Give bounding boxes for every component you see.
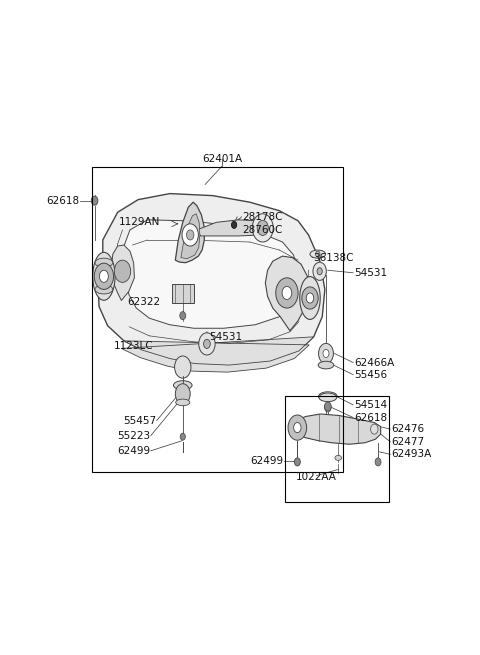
Circle shape bbox=[319, 343, 334, 364]
Text: 28760C: 28760C bbox=[242, 225, 283, 235]
Circle shape bbox=[315, 251, 320, 257]
Polygon shape bbox=[175, 202, 204, 263]
Ellipse shape bbox=[173, 381, 192, 390]
Circle shape bbox=[180, 312, 186, 320]
Text: 1129AN: 1129AN bbox=[119, 217, 160, 227]
Circle shape bbox=[180, 433, 185, 440]
Circle shape bbox=[306, 293, 314, 303]
Circle shape bbox=[204, 339, 210, 348]
Circle shape bbox=[294, 422, 301, 433]
Polygon shape bbox=[197, 220, 269, 236]
Polygon shape bbox=[292, 414, 381, 444]
Text: 55456: 55456 bbox=[354, 369, 387, 380]
Polygon shape bbox=[121, 337, 314, 372]
Polygon shape bbox=[111, 245, 134, 301]
Circle shape bbox=[231, 221, 237, 229]
Circle shape bbox=[323, 349, 329, 358]
Text: 28178C: 28178C bbox=[242, 212, 283, 222]
Polygon shape bbox=[98, 194, 325, 365]
Ellipse shape bbox=[310, 250, 325, 258]
Circle shape bbox=[371, 424, 378, 434]
Circle shape bbox=[186, 230, 194, 240]
Ellipse shape bbox=[319, 393, 337, 402]
Text: 62322: 62322 bbox=[127, 297, 160, 307]
Circle shape bbox=[324, 403, 331, 412]
Text: 62476: 62476 bbox=[391, 424, 424, 434]
Text: 55457: 55457 bbox=[123, 415, 156, 426]
Text: 62618: 62618 bbox=[354, 413, 387, 422]
Circle shape bbox=[94, 263, 114, 290]
Text: 62493A: 62493A bbox=[391, 449, 432, 459]
Circle shape bbox=[114, 260, 131, 282]
Text: 1022AA: 1022AA bbox=[296, 472, 337, 482]
Circle shape bbox=[175, 384, 190, 404]
Bar bbox=[92, 167, 343, 472]
Circle shape bbox=[99, 271, 108, 282]
Ellipse shape bbox=[93, 252, 115, 300]
Text: 62618: 62618 bbox=[46, 196, 79, 206]
Circle shape bbox=[302, 287, 318, 309]
Circle shape bbox=[317, 268, 322, 275]
Bar bbox=[285, 396, 389, 502]
Circle shape bbox=[282, 286, 292, 299]
Text: 55223: 55223 bbox=[117, 431, 150, 441]
Circle shape bbox=[288, 415, 307, 440]
Ellipse shape bbox=[176, 399, 190, 405]
Text: 54531: 54531 bbox=[209, 332, 242, 342]
Circle shape bbox=[252, 214, 273, 242]
Ellipse shape bbox=[319, 392, 337, 401]
Ellipse shape bbox=[300, 276, 320, 320]
Polygon shape bbox=[122, 220, 298, 328]
Text: 62499: 62499 bbox=[250, 456, 283, 466]
Circle shape bbox=[294, 458, 300, 466]
Circle shape bbox=[182, 224, 198, 246]
Ellipse shape bbox=[335, 455, 342, 460]
Circle shape bbox=[257, 220, 268, 235]
Ellipse shape bbox=[318, 362, 334, 369]
Circle shape bbox=[91, 196, 98, 205]
Circle shape bbox=[175, 356, 191, 378]
Text: 1123LC: 1123LC bbox=[114, 341, 154, 351]
Text: 54514: 54514 bbox=[354, 400, 387, 410]
Text: 62477: 62477 bbox=[391, 437, 424, 447]
Ellipse shape bbox=[95, 258, 113, 267]
Text: 62466A: 62466A bbox=[354, 358, 394, 367]
Polygon shape bbox=[265, 256, 309, 331]
Text: 62499: 62499 bbox=[117, 446, 150, 456]
Text: 36138C: 36138C bbox=[313, 253, 353, 263]
Ellipse shape bbox=[95, 285, 113, 294]
Polygon shape bbox=[181, 214, 200, 259]
Circle shape bbox=[313, 262, 326, 280]
Circle shape bbox=[199, 333, 215, 355]
Circle shape bbox=[375, 458, 381, 466]
Text: 54531: 54531 bbox=[354, 268, 387, 278]
Circle shape bbox=[276, 278, 298, 308]
Text: 62401A: 62401A bbox=[202, 155, 242, 164]
FancyBboxPatch shape bbox=[172, 284, 194, 303]
Circle shape bbox=[324, 402, 331, 411]
